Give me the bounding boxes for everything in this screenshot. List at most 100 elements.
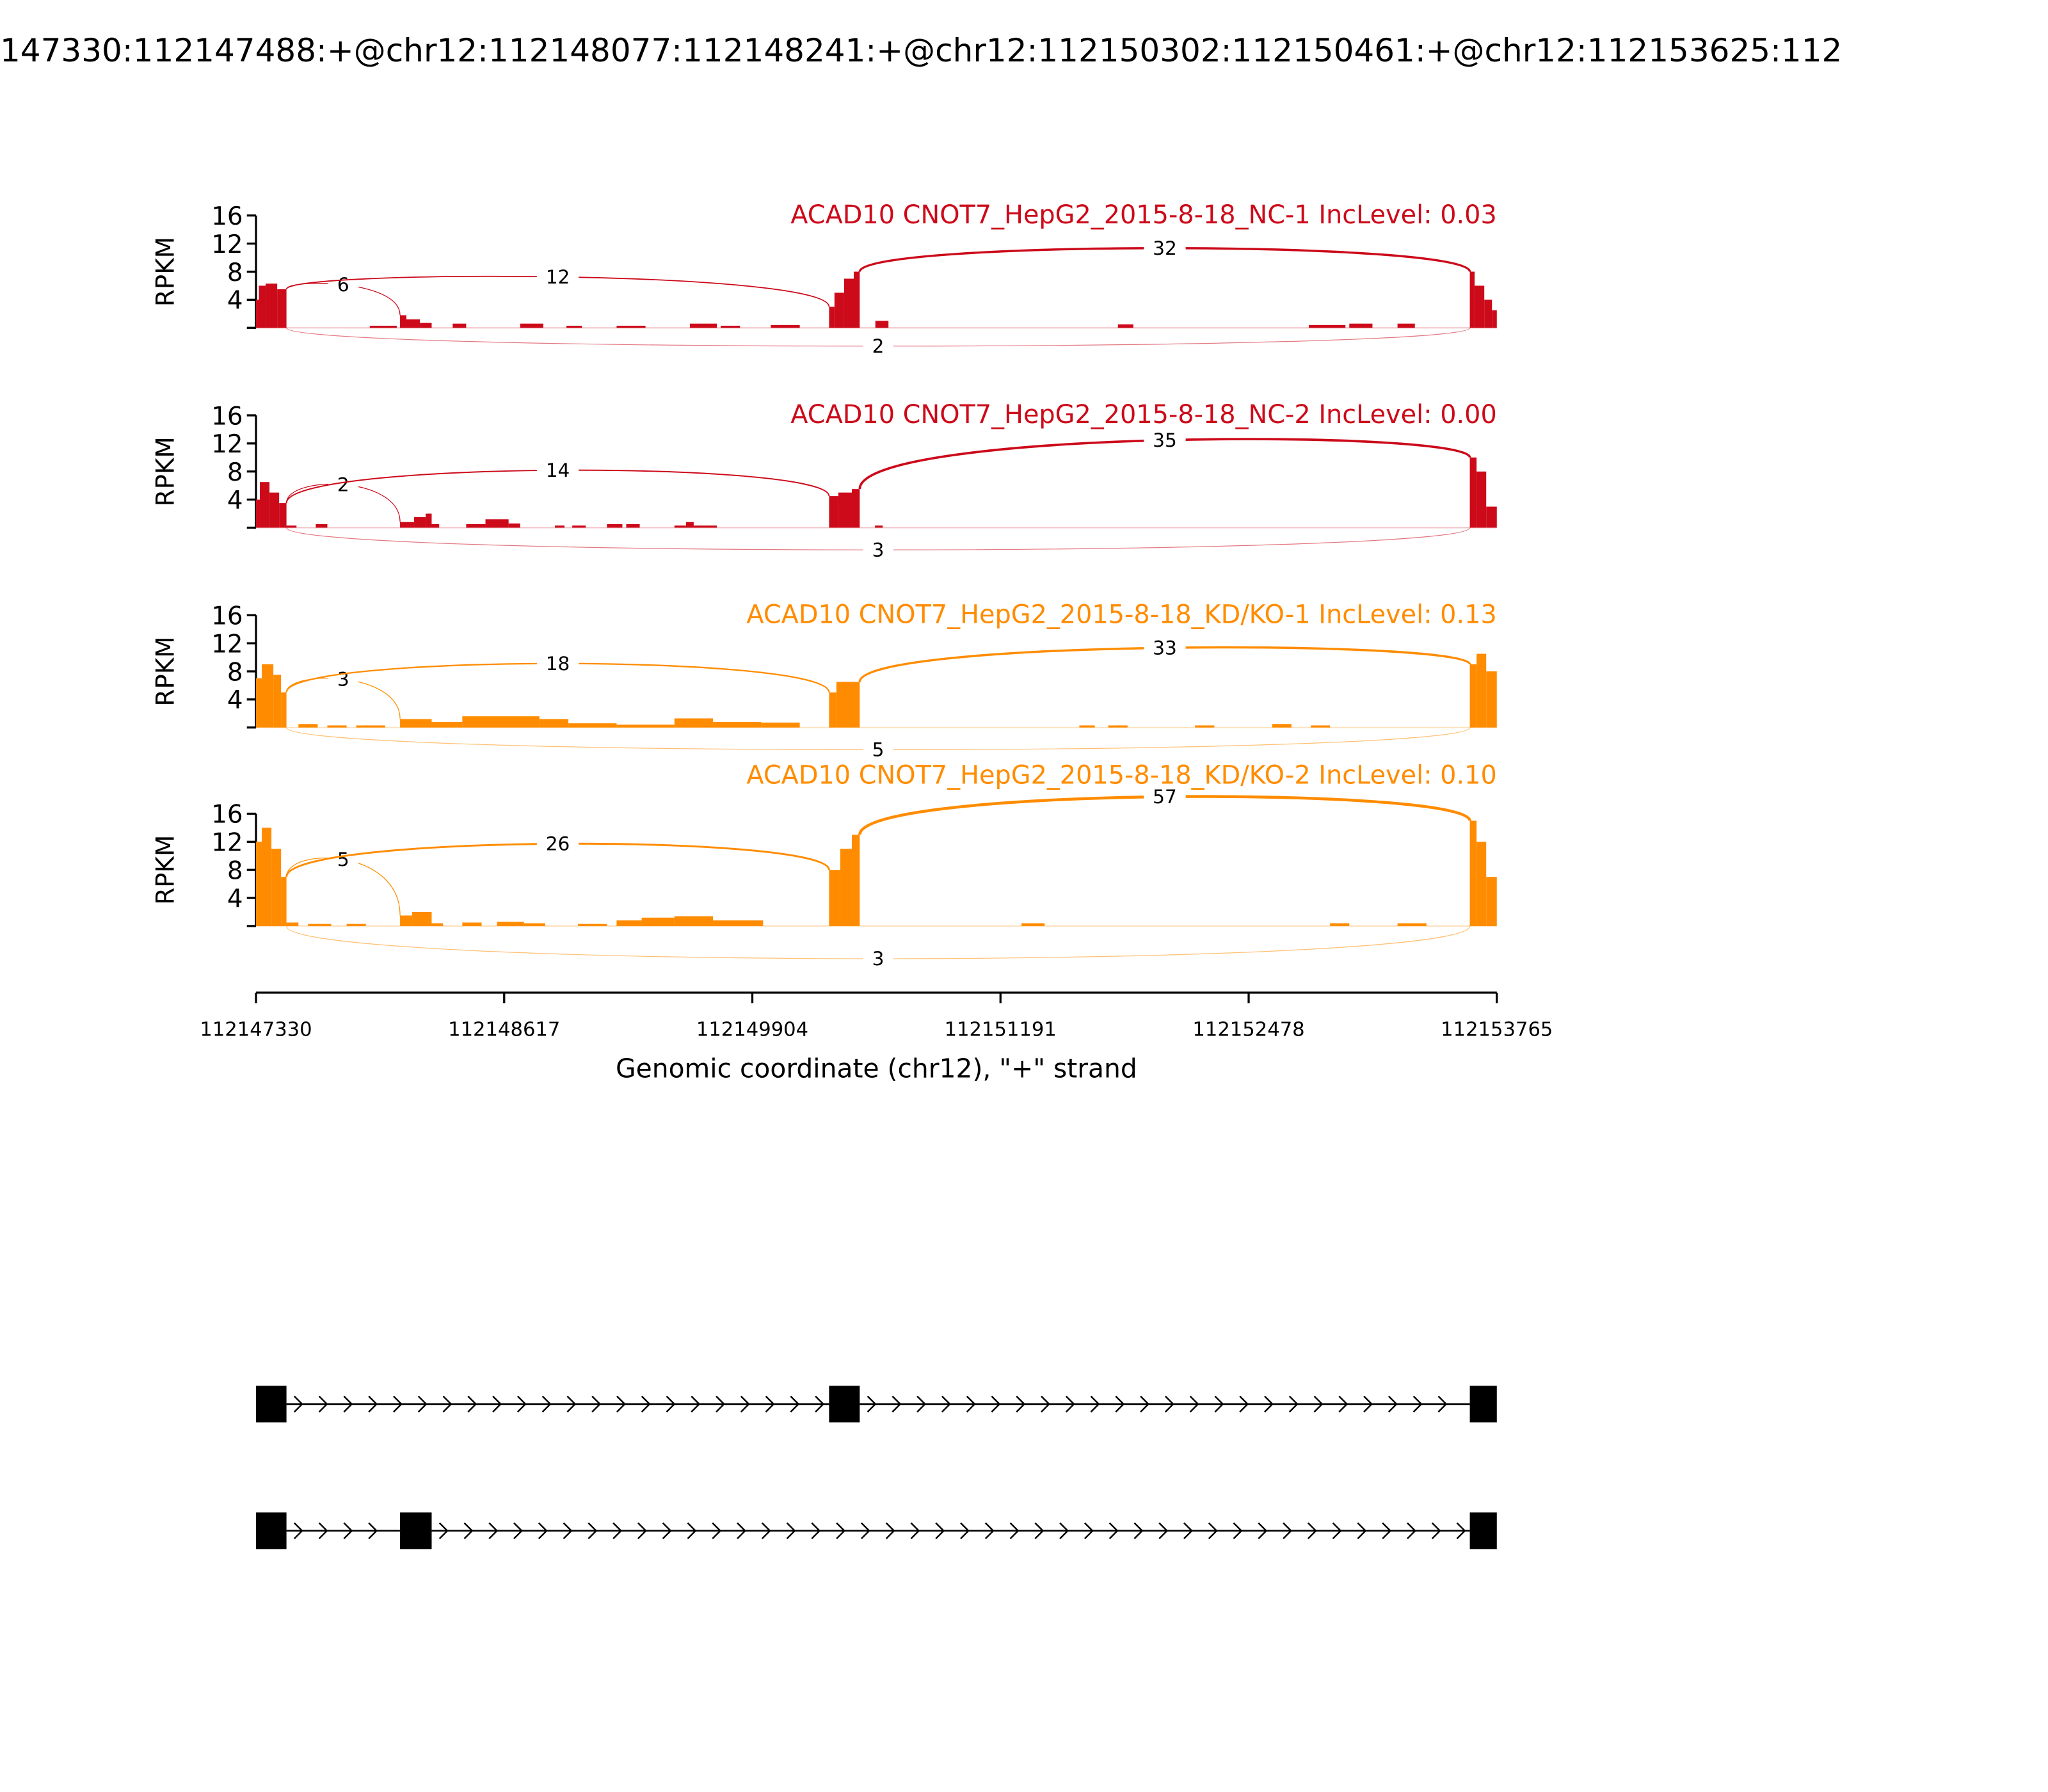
coverage-bar [834,292,844,328]
strand-arrow-icon [467,1395,477,1412]
x-tick-label: 112149904 [696,1018,808,1041]
transcript-1 [256,1386,1497,1423]
strand-arrow-icon [1208,1522,1218,1539]
coverage-bar [572,525,586,528]
strand-arrow-icon [1313,1395,1324,1412]
junction-label-bg [863,334,893,358]
strand-arrow-icon [343,1522,353,1539]
strand-arrow-icon [761,1522,771,1539]
coverage-bar [520,323,543,328]
strand-arrow-icon [1065,1395,1075,1412]
y-tick-label: 16 [211,801,243,829]
junction-count-label: 26 [546,833,570,855]
strand-arrow-icon [588,1522,598,1539]
junction-count-label: 32 [1153,237,1177,259]
strand-arrow-icon [815,1395,825,1412]
strand-arrow-icon [1357,1522,1367,1539]
sample-label: ACAD10 CNOT7_HepG2_2015-8-18_KD/KO-1 Inc… [746,600,1496,629]
coverage-bar [1476,653,1487,728]
coverage-bar [524,923,545,926]
junction-count-label: 12 [546,266,570,288]
strand-arrow-icon [1041,1395,1050,1412]
chart-title: 147330:112147488:+@chr12:112148077:11214… [0,32,1842,69]
coverage-bar [508,523,520,528]
coverage-bar [279,503,287,528]
strand-arrow-icon [1133,1522,1144,1539]
strand-arrow-icon [1407,1522,1416,1539]
coverage-bar [1469,664,1477,728]
y-axis-label: RPKM [151,237,180,307]
strand-arrow-icon [790,1395,800,1412]
strand-arrow-icon [786,1522,796,1539]
strand-arrow-icon [910,1522,920,1539]
strand-arrow-icon [916,1395,927,1412]
strand-arrow-icon [318,1395,328,1412]
strand-arrow-icon [1264,1395,1274,1412]
strand-arrow-icon [637,1522,647,1539]
coverage-bar [853,271,860,328]
coverage-bar [1117,324,1133,328]
coverage-bar [1486,506,1497,528]
x-tick-label: 112148617 [448,1018,560,1041]
coverage-bar [566,325,582,328]
strand-arrow-icon [1158,1522,1169,1539]
coverage-bar [674,916,714,926]
coverage-bar [1476,842,1487,926]
exon-block [1469,1386,1497,1423]
junction-count-label: 3 [872,948,884,970]
coverage-bar [259,285,266,328]
junction-label-bg [1144,428,1186,452]
coverage-bar [829,692,836,728]
coverage-bar [400,915,413,926]
coverage-bar [836,682,860,728]
strand-arrow-icon [442,1395,452,1412]
strand-arrow-icon [591,1395,602,1412]
strand-arrow-icon [492,1395,502,1412]
coverage-bar [1397,923,1427,926]
junction-label-bg [863,538,893,562]
strand-arrow-icon [1412,1395,1423,1412]
coverage-bar [539,719,569,728]
exon-block [400,1512,432,1549]
coverage-bar [674,525,686,528]
coverage-bar [431,923,444,926]
strand-arrow-icon [691,1395,701,1412]
y-tick-label: 4 [227,486,243,515]
strand-arrow-icon [1307,1522,1317,1539]
coverage-bar [452,323,467,328]
coverage-bar [1079,725,1095,728]
coverage-bar [1349,323,1373,328]
y-tick-label: 12 [211,630,243,659]
coverage-bar [1484,300,1492,328]
coverage-bar [829,870,840,926]
coverage-bar [466,524,486,528]
strand-arrow-icon [1214,1395,1224,1412]
coverage-bar [426,513,432,528]
y-tick-label: 16 [211,402,243,431]
strand-arrow-icon [1363,1395,1373,1412]
coverage-bar [266,284,278,328]
x-tick-label: 112153765 [1441,1018,1553,1041]
coverage-bar [626,524,640,528]
x-tick-label: 112152478 [1192,1018,1304,1041]
coverage-bar [286,525,297,528]
coverage-bar [674,718,714,728]
strand-arrow-icon [513,1522,524,1539]
strand-arrow-icon [368,1522,378,1539]
y-tick-label: 4 [227,287,243,316]
strand-arrow-icon [1233,1522,1243,1539]
coverage-bar [829,307,835,328]
y-tick-label: 12 [211,230,243,259]
strand-arrow-icon [1283,1522,1293,1539]
coverage-bar [286,922,299,926]
junction-label-bg [1144,636,1186,660]
junction-label-bg [536,832,579,856]
strand-arrow-icon [836,1522,846,1539]
coverage-bar [262,828,272,926]
strand-arrow-icon [1115,1395,1125,1412]
junction-count-label: 14 [546,460,570,481]
strand-arrow-icon [641,1395,651,1412]
strand-arrow-icon [541,1395,552,1412]
coverage-bar [262,664,274,728]
